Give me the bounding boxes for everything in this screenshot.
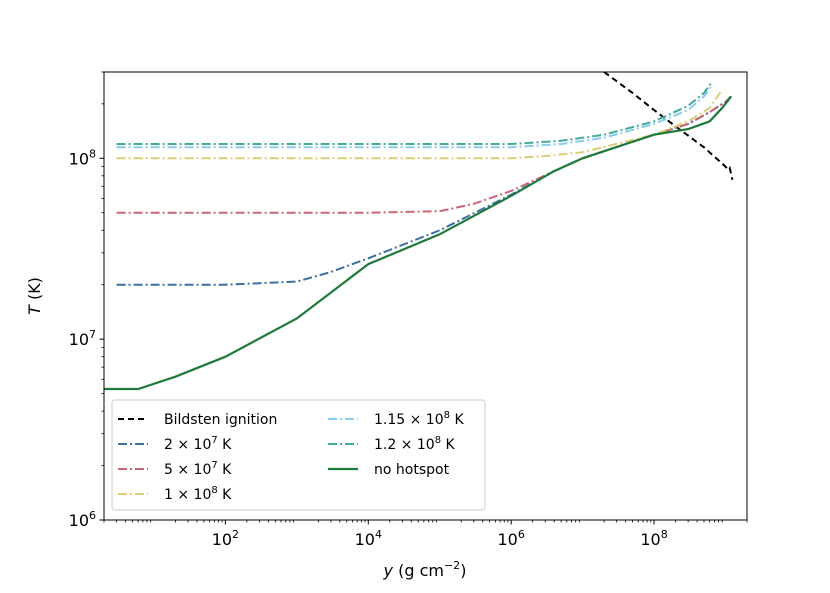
series-line-6 — [104, 95, 733, 391]
y-tick-label-0: 106 — [69, 509, 96, 530]
y-tick-label-1: 107 — [69, 328, 96, 349]
legend-label-2: 5 × 107 K — [164, 460, 232, 478]
series-line-5 — [116, 81, 713, 145]
legend: Bildsten ignition 2 × 107 K 5 × 107 K 1 × 1… — [111, 399, 486, 511]
x-axis-label: y (g cm−2) — [383, 559, 467, 580]
x-tick-label-1: 104 — [355, 528, 382, 549]
legend-label-3: 1 × 108 K — [164, 485, 232, 503]
legend-label-6: no hotspot — [374, 462, 450, 478]
legend-label-1: 2 × 107 K — [164, 435, 232, 453]
series-line-3 — [116, 88, 724, 160]
legend-label-5: 1.2 × 108 K — [374, 435, 456, 453]
ticks-layer: 102 104 106 108 106 107 108 — [69, 71, 748, 549]
legend-label-0: Bildsten ignition — [164, 412, 277, 428]
series-layer — [104, 72, 734, 391]
legend-frame — [111, 399, 486, 511]
series-line-0 — [603, 72, 734, 181]
x-tick-label-3: 108 — [640, 528, 667, 549]
x-tick-label-0: 102 — [212, 528, 239, 549]
series-line-4 — [116, 84, 713, 149]
x-tick-label-2: 106 — [497, 528, 524, 549]
plot-frame — [103, 71, 748, 521]
y-axis-label: T (K) — [25, 277, 44, 315]
legend-label-4: 1.15 × 108 K — [374, 410, 464, 428]
y-tick-label-2: 108 — [69, 147, 96, 168]
